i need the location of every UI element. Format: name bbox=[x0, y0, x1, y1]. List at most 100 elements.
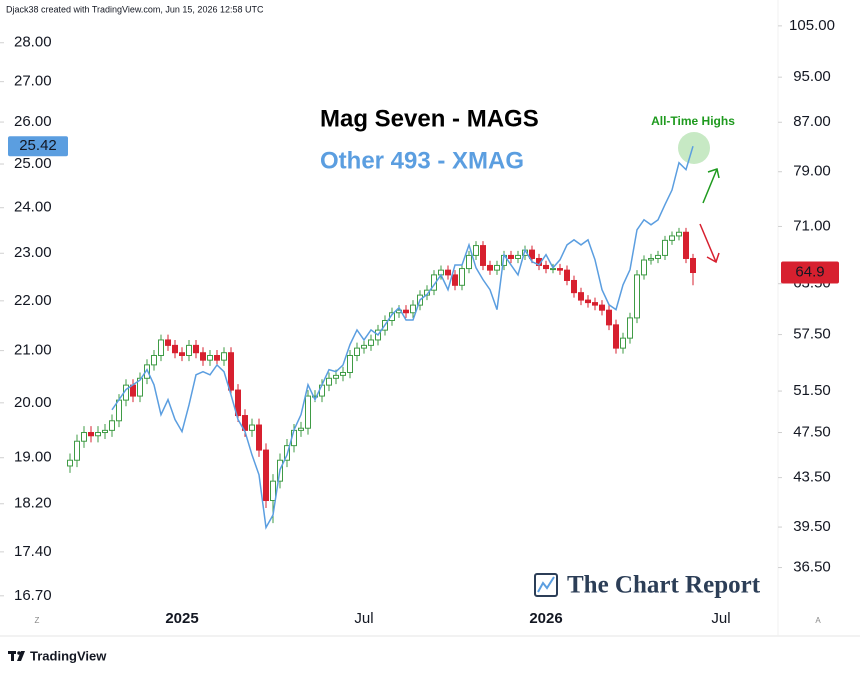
x-tick-label: Jul bbox=[711, 610, 730, 627]
candle-body bbox=[641, 259, 647, 276]
highlight-circle bbox=[678, 132, 710, 164]
y-tick-label: 27.00 bbox=[14, 73, 52, 90]
candle-body bbox=[74, 440, 80, 461]
candle-body bbox=[410, 304, 416, 314]
price-tag-xmag bbox=[8, 136, 68, 157]
candle-body bbox=[298, 427, 304, 431]
x-tick-label: 2025 bbox=[165, 610, 198, 627]
candle-body bbox=[452, 274, 458, 286]
y2-tick-label: 105.00 bbox=[789, 17, 835, 34]
price-tag-mags-label: 64.9 bbox=[795, 263, 824, 280]
candle-body bbox=[627, 317, 633, 339]
y2-tick-label: 43.50 bbox=[793, 469, 831, 486]
candle-body bbox=[368, 339, 374, 346]
candle-body bbox=[354, 347, 360, 356]
y2-tick-label: 79.00 bbox=[793, 163, 831, 180]
candle-body bbox=[543, 264, 549, 270]
candle-body bbox=[158, 339, 164, 356]
candle-body bbox=[459, 268, 465, 286]
candle-body bbox=[249, 424, 255, 431]
candle-body bbox=[592, 302, 598, 306]
legend-mags: Mag Seven - MAGS bbox=[320, 105, 539, 132]
watermark-icon bbox=[534, 573, 558, 597]
candle-body bbox=[221, 352, 227, 361]
candle-body bbox=[305, 395, 311, 429]
red-arrow bbox=[699, 223, 720, 264]
y-tick-label: 17.40 bbox=[14, 543, 52, 560]
y2-tick-label: 39.50 bbox=[793, 518, 831, 535]
candle-body bbox=[256, 424, 262, 451]
corner-button[interactable]: Z bbox=[35, 616, 40, 625]
y-tick-label: 28.00 bbox=[14, 34, 52, 51]
green-arrow bbox=[702, 168, 720, 204]
x-tick-label: Jul bbox=[354, 610, 373, 627]
candle-body bbox=[186, 344, 192, 356]
candle-body bbox=[515, 254, 521, 259]
y2-tick-label: 57.50 bbox=[793, 326, 831, 343]
candle-body bbox=[487, 264, 493, 271]
candle-body bbox=[235, 389, 241, 417]
branding: TradingView bbox=[30, 648, 107, 663]
candle-body bbox=[326, 377, 332, 386]
y2-tick-label: 51.50 bbox=[793, 382, 831, 399]
candle-body bbox=[445, 269, 451, 276]
candle-body bbox=[634, 274, 640, 319]
y2-tick-label: 71.00 bbox=[793, 217, 831, 234]
y-tick-label: 21.00 bbox=[14, 342, 52, 359]
corner-button[interactable]: A bbox=[815, 616, 821, 625]
candle-body bbox=[95, 432, 101, 437]
candle-body bbox=[200, 352, 206, 361]
candle-body bbox=[144, 364, 150, 379]
y-tick-label: 18.20 bbox=[14, 495, 52, 512]
legend-xmag: Other 493 - XMAG bbox=[320, 147, 524, 174]
candle-body bbox=[193, 344, 199, 354]
y-tick-label: 24.00 bbox=[14, 199, 52, 216]
candle-body bbox=[228, 352, 234, 391]
candle-body bbox=[613, 324, 619, 349]
y-tick-label: 20.00 bbox=[14, 394, 52, 411]
candle-body bbox=[599, 304, 605, 311]
y-tick-label: 22.00 bbox=[14, 292, 52, 309]
candle-body bbox=[389, 312, 395, 322]
candle-body bbox=[172, 344, 178, 354]
candle-body bbox=[606, 309, 612, 326]
candle-body bbox=[67, 459, 73, 467]
candle-body bbox=[620, 337, 626, 349]
candle-body bbox=[102, 429, 108, 434]
candle-body bbox=[340, 371, 346, 376]
candle-body bbox=[508, 254, 514, 259]
candle-body bbox=[151, 354, 157, 366]
candle-body bbox=[571, 279, 577, 294]
x-tick-label: 2026 bbox=[529, 610, 562, 627]
candle-body bbox=[655, 254, 661, 259]
y-tick-label: 26.00 bbox=[14, 113, 52, 130]
candle-body bbox=[529, 249, 535, 259]
y2-tick-label: 87.00 bbox=[793, 113, 831, 130]
candle-body bbox=[564, 269, 570, 281]
price-tag-mags bbox=[781, 261, 839, 284]
candle-body bbox=[403, 309, 409, 314]
candle-body bbox=[207, 354, 213, 361]
candle-body bbox=[312, 395, 318, 398]
candle-body bbox=[585, 299, 591, 304]
y-tick-label: 23.00 bbox=[14, 244, 52, 261]
candle-body bbox=[333, 374, 339, 379]
candle-body bbox=[473, 245, 479, 256]
candle-body bbox=[690, 257, 696, 274]
candle-body bbox=[361, 344, 367, 349]
y-tick-label: 25.00 bbox=[14, 155, 52, 172]
y2-tick-label: 47.50 bbox=[793, 423, 831, 440]
candle-body bbox=[214, 354, 220, 361]
candle-body bbox=[88, 432, 94, 437]
candle-body bbox=[683, 231, 689, 259]
candle-body bbox=[270, 480, 276, 502]
candle-body bbox=[676, 231, 682, 237]
annotation: All-Time Highs bbox=[651, 114, 735, 128]
candle-body bbox=[81, 432, 87, 442]
watermark: The Chart Report bbox=[567, 572, 761, 599]
price-tag-xmag-label: 25.42 bbox=[19, 137, 57, 154]
y2-tick-label: 36.50 bbox=[793, 559, 831, 576]
candle-body bbox=[165, 339, 171, 346]
